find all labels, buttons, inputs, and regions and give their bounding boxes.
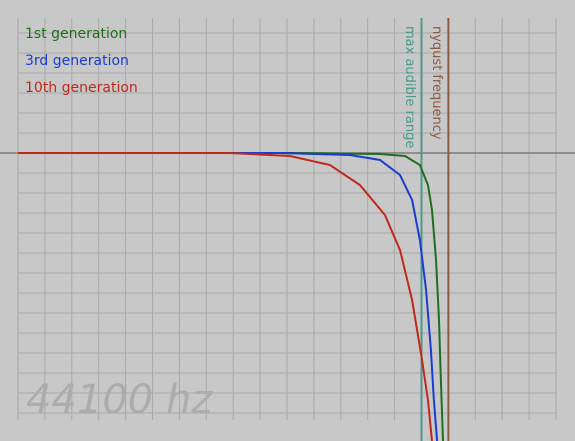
legend: 1st generation 3rd generation 10th generat… bbox=[25, 26, 138, 96]
watermark: 44100 hz bbox=[26, 377, 213, 423]
marker-label: nyqust frequency bbox=[429, 26, 444, 140]
legend-entry: 3rd generation bbox=[25, 53, 129, 69]
legend-entry: 10th generation bbox=[25, 80, 138, 96]
series-line bbox=[18, 152, 439, 441]
lines bbox=[18, 152, 445, 441]
series-line bbox=[18, 152, 445, 441]
grid: max audible range nyqust frequency bbox=[0, 18, 575, 441]
marker-label: max audible range bbox=[402, 26, 417, 148]
legend-entry: 1st generation bbox=[25, 26, 127, 42]
series-line bbox=[18, 152, 433, 441]
